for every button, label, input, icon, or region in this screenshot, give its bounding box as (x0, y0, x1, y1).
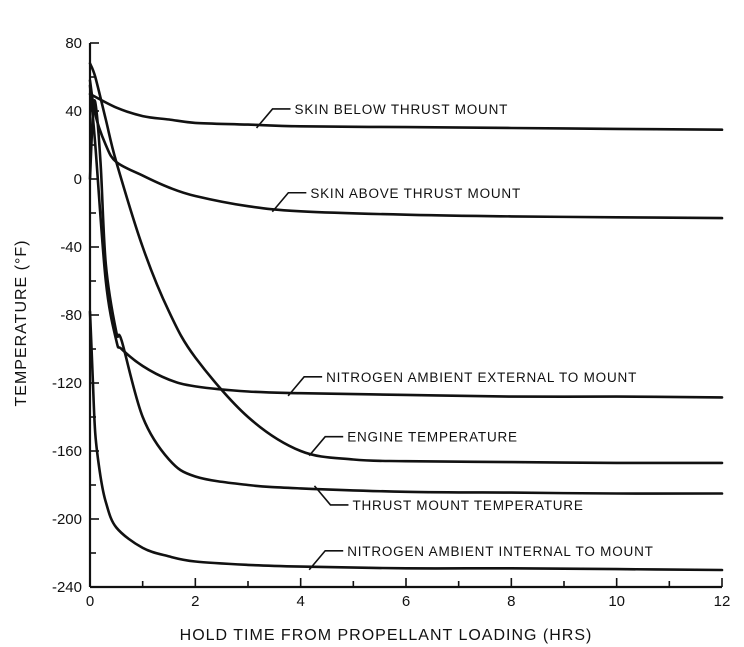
annotation-leader (255, 108, 291, 129)
x-tick-label: 6 (402, 593, 410, 610)
y-ticks: 80 40 0 -40 -80 -120 -160 -200 -240 (52, 35, 99, 596)
series-line (88, 79, 724, 220)
series-label: SKIN BELOW THRUST MOUNT (295, 102, 509, 117)
x-tick-label: 0 (86, 593, 94, 610)
x-tick-label: 2 (191, 593, 199, 610)
annotation-leader (308, 435, 344, 457)
series-label: NITROGEN AMBIENT INTERNAL TO MOUNT (347, 544, 653, 559)
annotation-leader (271, 191, 307, 213)
y-tick-label: -120 (52, 375, 82, 392)
x-tick-label: 10 (608, 593, 625, 610)
annotation-leader (313, 485, 349, 506)
y-tick-label: -80 (60, 307, 82, 324)
y-tick-label: -40 (60, 239, 82, 256)
series-label: SKIN ABOVE THRUST MOUNT (310, 186, 521, 201)
series-labels: SKIN BELOW THRUST MOUNT SKIN ABOVE THRUST… (255, 102, 653, 571)
series-label: NITROGEN AMBIENT EXTERNAL TO MOUNT (326, 370, 637, 385)
y-tick-label: -200 (52, 511, 82, 528)
x-ticks: 0 2 4 6 8 10 12 (86, 578, 731, 610)
x-tick-label: 8 (507, 593, 515, 610)
x-tick-label: 4 (296, 593, 304, 610)
series-line (88, 62, 724, 465)
series-label: ENGINE TEMPERATURE (347, 430, 518, 445)
y-axis-title: TEMPERATURE (°F) (13, 240, 30, 407)
series-label: THRUST MOUNT TEMPERATURE (352, 498, 583, 513)
y-tick-label: 0 (74, 171, 82, 188)
y-tick-label: -240 (52, 579, 82, 596)
y-tick-label: 40 (65, 103, 82, 120)
annotation-leader (287, 376, 323, 397)
y-tick-label: -160 (52, 443, 82, 460)
annotation-leader (308, 549, 344, 571)
x-tick-label: 12 (714, 593, 731, 610)
series-line (88, 99, 724, 495)
y-tick-label: 80 (65, 35, 82, 52)
series-line (88, 84, 724, 399)
series-curves (88, 62, 724, 572)
series-line (88, 310, 724, 572)
series-line (88, 92, 724, 131)
x-axis-title: HOLD TIME FROM PROPELLANT LOADING (HRS) (180, 627, 593, 644)
